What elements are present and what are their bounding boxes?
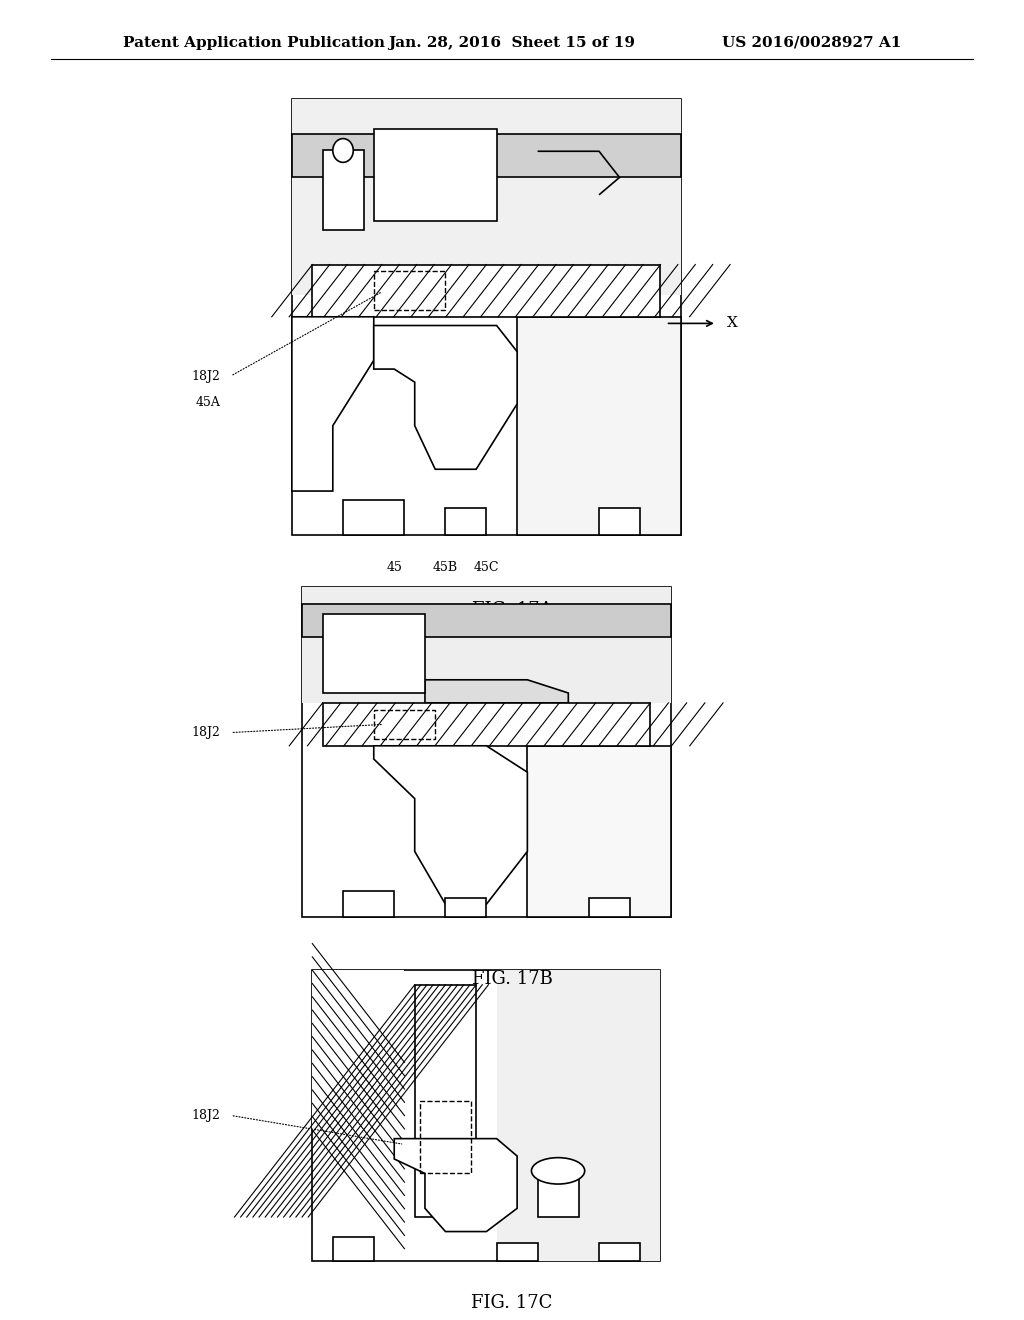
Ellipse shape: [333, 139, 353, 162]
Bar: [292, 99, 681, 535]
Bar: [323, 150, 364, 230]
Bar: [302, 587, 671, 917]
Bar: [312, 264, 660, 317]
Bar: [497, 1243, 538, 1261]
Bar: [538, 1171, 579, 1217]
Text: 18J2: 18J2: [191, 1109, 220, 1122]
Bar: [343, 891, 394, 917]
Text: Patent Application Publication: Patent Application Publication: [123, 36, 385, 50]
Bar: [312, 970, 660, 1261]
Bar: [527, 746, 671, 917]
Text: US 2016/0028927 A1: US 2016/0028927 A1: [722, 36, 901, 50]
Text: X: X: [727, 317, 738, 330]
Bar: [445, 898, 486, 917]
Bar: [374, 710, 435, 739]
Text: FIG. 17B: FIG. 17B: [472, 970, 552, 989]
Bar: [420, 1101, 471, 1173]
Text: 45: 45: [386, 561, 402, 574]
Text: 18J2: 18J2: [191, 726, 220, 739]
Bar: [333, 1237, 374, 1261]
Polygon shape: [374, 326, 517, 470]
Bar: [374, 128, 497, 220]
Bar: [292, 133, 681, 177]
Text: FIG. 17A: FIG. 17A: [472, 601, 552, 619]
Bar: [497, 970, 660, 1261]
Text: 18J2: 18J2: [191, 370, 220, 383]
Bar: [323, 614, 425, 693]
Polygon shape: [292, 317, 374, 491]
Bar: [323, 702, 650, 746]
Polygon shape: [394, 1139, 517, 1232]
Bar: [599, 508, 640, 535]
Bar: [589, 898, 630, 917]
Bar: [292, 99, 681, 296]
Bar: [312, 970, 404, 1130]
Bar: [302, 605, 671, 638]
Polygon shape: [374, 746, 527, 904]
Bar: [343, 500, 404, 535]
Bar: [599, 1243, 640, 1261]
Polygon shape: [425, 680, 568, 702]
Text: Jan. 28, 2016  Sheet 15 of 19: Jan. 28, 2016 Sheet 15 of 19: [388, 36, 636, 50]
Text: 45B: 45B: [433, 561, 458, 574]
Ellipse shape: [531, 1158, 585, 1184]
Bar: [517, 317, 681, 535]
Bar: [302, 587, 671, 702]
Bar: [415, 985, 476, 1217]
Text: FIG. 17C: FIG. 17C: [471, 1294, 553, 1312]
Text: 45A: 45A: [196, 396, 220, 409]
Text: 45C: 45C: [474, 561, 499, 574]
Bar: [374, 271, 445, 310]
Bar: [445, 508, 486, 535]
